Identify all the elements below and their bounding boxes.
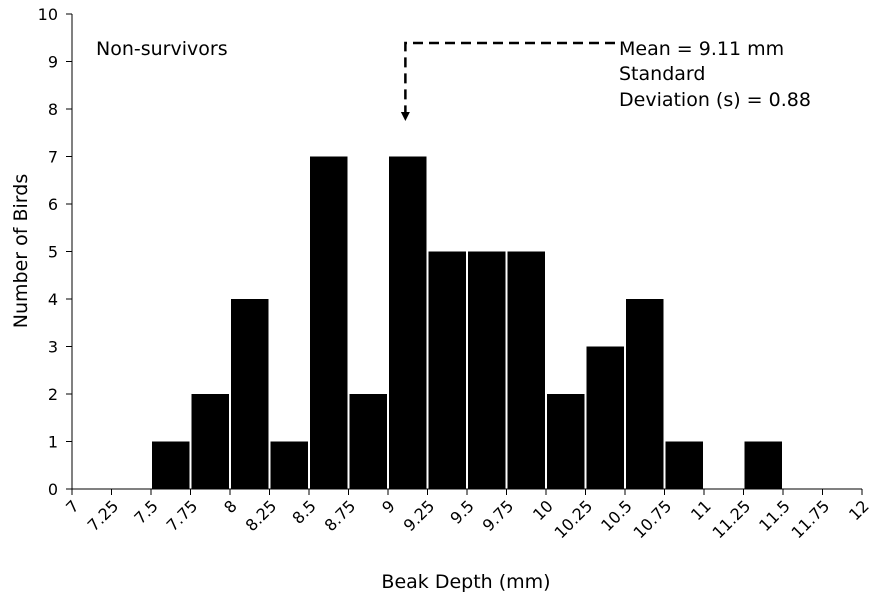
x-tick-label: 10.75 <box>629 496 675 542</box>
bar-8.25 <box>270 441 308 489</box>
y-tick-label: 10 <box>38 5 58 24</box>
y-axis-title: Number of Birds <box>10 174 32 328</box>
y-tick-label: 2 <box>48 385 58 404</box>
y-tick-label: 4 <box>48 290 58 309</box>
y-tick-label: 8 <box>48 100 58 119</box>
bar-8.5 <box>310 156 348 489</box>
x-tick-label: 8 <box>220 496 241 517</box>
y-tick-label: 7 <box>48 148 58 167</box>
y-tick-label: 1 <box>48 433 58 452</box>
y-tick-label: 3 <box>48 338 58 357</box>
x-tick-label: 9.75 <box>479 496 518 535</box>
sd-label-line2: Deviation (s) = 0.88 <box>619 89 811 111</box>
group-label: Non-survivors <box>96 38 228 60</box>
x-tick-label: 7.25 <box>84 496 123 535</box>
bar-7.75 <box>191 394 229 489</box>
mean-arrow <box>400 41 615 121</box>
bar-9.25 <box>428 251 466 489</box>
x-tick-label: 11 <box>687 496 715 524</box>
y-tick-label: 0 <box>48 480 58 499</box>
x-tick-label: 7.75 <box>163 496 202 535</box>
bar-8.75 <box>349 394 387 489</box>
x-tick-label: 11.25 <box>708 496 754 542</box>
x-tick-label: 9.25 <box>400 496 439 535</box>
x-tick-label: 10 <box>529 496 557 524</box>
mean-arrow-line <box>404 41 615 113</box>
x-tick-label: 7.5 <box>130 496 161 527</box>
y-tick-label: 6 <box>48 195 58 214</box>
x-tick-group: 7 7.25 7.5 7.75 8 8.25 8.5 8.75 9 9.25 9.5 9.75 1010… <box>62 489 873 542</box>
bar-10 <box>547 394 585 489</box>
sd-label-line1: Standard <box>619 63 705 85</box>
x-tick-label: 9.5 <box>446 496 477 527</box>
x-tick-label: 8.75 <box>321 496 360 535</box>
x-tick-label: 12 <box>845 496 873 524</box>
x-tick-label: 9 <box>378 496 399 517</box>
x-tick-label: 10.25 <box>550 496 596 542</box>
x-tick-label: 8.25 <box>242 496 281 535</box>
bar-group <box>152 156 782 489</box>
y-tick-group: 0 1 2 3 4 5 6 7 8 9 10 <box>38 5 72 499</box>
bar-10.75 <box>665 441 703 489</box>
bar-9.75 <box>507 251 545 489</box>
x-axis-title: Beak Depth (mm) <box>381 571 550 593</box>
x-tick-label: 11.75 <box>787 496 833 542</box>
y-tick-label: 9 <box>48 53 58 72</box>
mean-arrow-head <box>400 112 410 121</box>
bar-11.25 <box>744 441 782 489</box>
bar-9.5 <box>468 251 506 489</box>
x-tick-label: 8.5 <box>288 496 319 527</box>
x-tick-label: 7 <box>62 496 83 517</box>
mean-label: Mean = 9.11 mm <box>619 38 784 60</box>
bar-9 <box>389 156 427 489</box>
bar-8 <box>231 299 269 489</box>
bar-10.5 <box>626 299 664 489</box>
bar-10.25 <box>586 346 624 489</box>
y-tick-label: 5 <box>48 243 58 262</box>
bar-7.5 <box>152 441 190 489</box>
